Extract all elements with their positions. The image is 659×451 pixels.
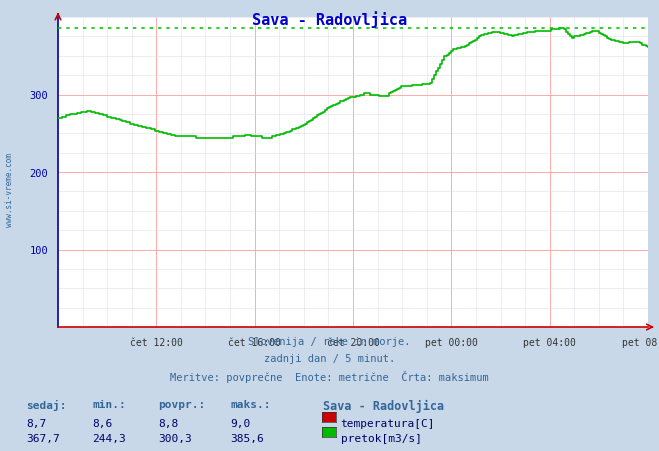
- Text: povpr.:: povpr.:: [158, 399, 206, 409]
- Text: Meritve: povprečne  Enote: metrične  Črta: maksimum: Meritve: povprečne Enote: metrične Črta:…: [170, 370, 489, 382]
- Text: Sava - Radovljica: Sava - Radovljica: [252, 11, 407, 28]
- Text: 367,7: 367,7: [26, 433, 60, 443]
- Text: 244,3: 244,3: [92, 433, 126, 443]
- Text: pretok[m3/s]: pretok[m3/s]: [341, 433, 422, 443]
- Text: temperatura[C]: temperatura[C]: [341, 419, 435, 428]
- Text: 8,8: 8,8: [158, 419, 179, 428]
- Text: www.si-vreme.com: www.si-vreme.com: [5, 152, 14, 226]
- Text: 8,6: 8,6: [92, 419, 113, 428]
- Text: 300,3: 300,3: [158, 433, 192, 443]
- Text: 385,6: 385,6: [231, 433, 264, 443]
- Text: maks.:: maks.:: [231, 399, 271, 409]
- Text: Slovenija / reke in morje.: Slovenija / reke in morje.: [248, 336, 411, 346]
- Text: zadnji dan / 5 minut.: zadnji dan / 5 minut.: [264, 353, 395, 363]
- Text: 9,0: 9,0: [231, 419, 251, 428]
- Text: min.:: min.:: [92, 399, 126, 409]
- Text: sedaj:: sedaj:: [26, 399, 67, 410]
- Text: 8,7: 8,7: [26, 419, 47, 428]
- Text: Sava - Radovljica: Sava - Radovljica: [323, 399, 444, 412]
